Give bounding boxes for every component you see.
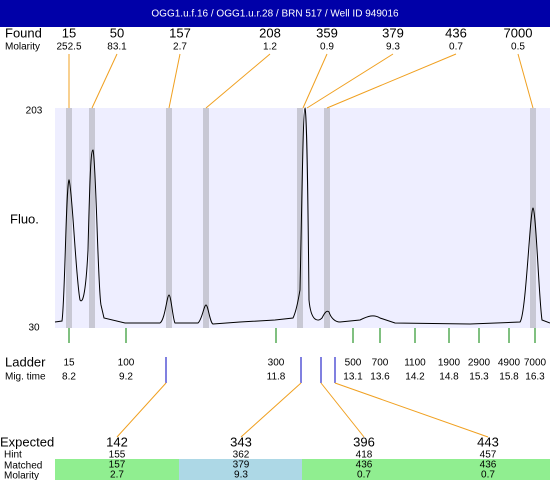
ladder-size: 4900	[498, 358, 521, 369]
expected-size: 142	[106, 434, 128, 449]
hint-size: 457	[480, 450, 497, 461]
found-connector	[517, 53, 534, 109]
ladder-size: 1100	[404, 358, 426, 369]
expected-connector	[240, 382, 302, 438]
ladder-time: 11.8	[267, 372, 286, 383]
ladder-size: 7000	[524, 358, 547, 369]
found-size: 157	[169, 25, 191, 40]
matched-cell	[302, 459, 426, 480]
matched-cell	[179, 459, 303, 480]
found-molarity: 2.7	[173, 42, 187, 53]
ladder-time: 13.6	[370, 372, 390, 383]
matched-molarity: 9.3	[234, 470, 248, 480]
ladder-label: Ladder	[5, 354, 46, 369]
header-title: OGG1.u.f.16 / OGG1.u.r.28 / BRN 517 / We…	[151, 9, 399, 20]
ladder-size: 500	[345, 358, 362, 369]
y-top-label: 203	[26, 106, 43, 117]
found-size: 208	[259, 25, 281, 40]
mig-time-label: Mig. time	[5, 372, 46, 383]
ladder-size: 2900	[468, 358, 491, 369]
matched-molarity: 0.7	[481, 470, 495, 480]
found-label: Found	[5, 25, 42, 40]
found-molarity: 252.5	[56, 42, 81, 53]
expected-connector	[116, 382, 167, 438]
ladder-time: 14.8	[439, 372, 459, 383]
matched-size: 436	[356, 460, 373, 471]
expected-molarity-label: Molarity	[4, 471, 39, 480]
header-bar	[0, 0, 550, 27]
hint-size: 155	[109, 450, 126, 461]
ladder-size: 100	[118, 358, 135, 369]
found-connector	[91, 53, 118, 109]
found-connector	[302, 53, 328, 109]
peak-bands	[66, 108, 536, 328]
matched-molarity: 0.7	[357, 470, 371, 480]
expected-size: 396	[353, 434, 375, 449]
found-size: 50	[110, 25, 124, 40]
ladder-time: 14.2	[405, 372, 425, 383]
found-molarity: 9.3	[386, 42, 400, 53]
matched-size: 379	[233, 460, 250, 471]
ladder-time: 9.2	[119, 372, 133, 383]
found-connector	[168, 53, 181, 109]
found-molarity: 0.7	[449, 42, 463, 53]
matched-size: 436	[480, 460, 497, 471]
y-bottom-label: 30	[28, 323, 40, 334]
expected-size: 343	[230, 434, 252, 449]
ladder-time: 15.3	[469, 372, 489, 383]
found-size: 379	[382, 25, 404, 40]
ladder-time: 8.2	[62, 372, 76, 383]
expected-connector	[320, 382, 365, 438]
ladder-time: 13.1	[343, 372, 363, 383]
ladder-size: 15	[63, 358, 75, 369]
ladder-time: 15.8	[499, 372, 519, 383]
found-size: 436	[445, 25, 467, 40]
found-molarity-label: Molarity	[5, 42, 40, 53]
found-molarity: 83.1	[107, 42, 127, 53]
matched-cell	[55, 459, 179, 480]
hint-size: 362	[233, 450, 250, 461]
ladder-size: 300	[268, 358, 285, 369]
found-connector	[306, 53, 394, 109]
trace	[54, 107, 550, 325]
hint-size: 418	[356, 450, 373, 461]
matched-molarity: 2.7	[110, 470, 124, 480]
found-size: 7000	[504, 25, 533, 40]
matched-size: 157	[109, 460, 126, 471]
y-axis-label: Fluo.	[10, 211, 39, 226]
matched-cell	[426, 459, 550, 480]
ladder-size: 700	[372, 358, 389, 369]
found-size: 359	[316, 25, 338, 40]
found-size: 15	[62, 25, 76, 40]
found-molarity: 0.9	[320, 42, 334, 53]
found-molarity: 1.2	[263, 42, 277, 53]
expected-size: 443	[477, 434, 499, 449]
expected-connector	[334, 382, 489, 438]
expected-label: Expected	[0, 434, 54, 449]
ladder-size: 1900	[438, 358, 461, 369]
hint-label: Hint	[4, 450, 22, 461]
matched-label: Matched	[4, 461, 42, 472]
found-connector	[326, 53, 457, 109]
found-molarity: 0.5	[511, 42, 525, 53]
found-connector	[205, 53, 271, 109]
ladder-time: 16.3	[525, 372, 545, 383]
